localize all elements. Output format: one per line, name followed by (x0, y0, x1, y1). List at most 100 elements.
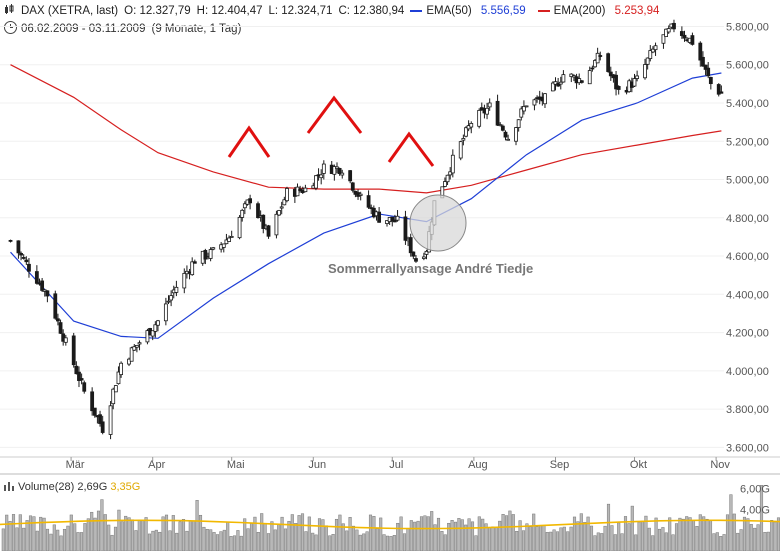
volume-bar (542, 525, 546, 551)
y-tick-label: 3.600,00 (726, 442, 769, 454)
volume-bar (62, 528, 67, 551)
candle-body (643, 64, 647, 79)
volume-bar (73, 523, 77, 551)
volume-axis: 6,00G 4,00G (740, 484, 770, 517)
candle-body (56, 318, 60, 322)
open-value: O: 12.327,79 (124, 5, 191, 17)
candle-body (450, 154, 455, 174)
volume-bar (705, 518, 709, 551)
volume-bar (430, 511, 434, 551)
volume-bar (532, 513, 536, 551)
ema50-swatch (410, 9, 423, 12)
volume-bar (311, 532, 315, 551)
x-tick-label: Mai (227, 459, 245, 471)
candle-body (24, 259, 29, 263)
volume-bar (113, 526, 118, 551)
volume-bar (328, 535, 332, 551)
candle-body (587, 70, 592, 85)
candle-body (227, 237, 231, 242)
volume-bar (141, 520, 145, 551)
volume-bar (691, 520, 696, 551)
candle-body (393, 219, 397, 223)
volume-bar (685, 516, 689, 551)
volume-bar (426, 516, 430, 551)
y-tick-label: 5.400,00 (726, 98, 769, 110)
ema200-legend[interactable]: EMA(200) 5.253,94 (537, 5, 666, 17)
candle-body (132, 346, 137, 351)
candle-body (532, 99, 537, 106)
volume-bar (127, 517, 131, 551)
volume-bar (188, 520, 192, 551)
volume-bar (698, 514, 702, 551)
volume-bar (773, 521, 777, 551)
volume-bar (606, 503, 611, 551)
volume-bar (498, 520, 502, 551)
volume-bar (630, 505, 634, 551)
volume-bar (154, 529, 158, 551)
candle-body (672, 22, 676, 30)
candle-body (145, 330, 150, 343)
volume-bar (450, 520, 454, 551)
ema50-series (10, 72, 722, 339)
volume-bar (494, 526, 498, 551)
volume-bar (770, 520, 774, 551)
volume-bar (664, 532, 668, 551)
candle-body (135, 344, 139, 348)
candle-body (495, 100, 500, 126)
volume-bar (358, 534, 362, 551)
volume-bar (440, 531, 444, 551)
volume-bar (117, 509, 121, 551)
volume-bar (270, 521, 274, 551)
chart-header: DAX (XETRA, last) O: 12.327,79 H: 12.404,4… (4, 4, 671, 18)
candle-body (593, 60, 597, 68)
volume-bar (181, 519, 186, 551)
ema200-label: EMA(200) (553, 5, 606, 17)
y-tick-label: 4.400,00 (726, 289, 769, 301)
candle-body (77, 371, 81, 381)
volume-bar (627, 523, 631, 551)
volume-bar (263, 523, 267, 551)
y-tick-label: 5.800,00 (726, 21, 769, 33)
volume-average-line (0, 519, 780, 530)
volume-bar (736, 532, 740, 551)
candle-body (519, 108, 524, 118)
volume-bar (103, 514, 107, 551)
candle-body (248, 198, 253, 204)
candle-body (698, 42, 703, 61)
volume-bar (66, 525, 70, 551)
ema200-line (10, 64, 722, 194)
x-tick-label: Apr (148, 459, 165, 471)
volume-bar (766, 531, 770, 551)
candle-body (53, 293, 58, 319)
volume-bar (566, 531, 570, 551)
candle-body (716, 84, 721, 95)
volume-bar (202, 526, 206, 551)
volume-bar (521, 530, 526, 551)
volume-bar (382, 534, 386, 551)
candle-body (651, 48, 655, 53)
volume-avg-value: 3,35G (110, 481, 141, 493)
volume-bar (56, 529, 60, 551)
candle-body (166, 300, 171, 303)
candle-body (156, 320, 160, 326)
ema50-legend[interactable]: EMA(50) 5.556,59 (410, 5, 531, 17)
candle-body (414, 258, 418, 262)
volume-bar (528, 526, 532, 551)
volume-bar (596, 532, 600, 551)
volume-bar (236, 530, 240, 551)
volume-bar (49, 533, 53, 551)
candle-body (208, 249, 213, 259)
volume-bar (572, 516, 577, 551)
volume-bar (389, 536, 393, 551)
candle-body (82, 382, 87, 392)
volume-bar (416, 520, 420, 551)
x-tick-label: Jul (389, 459, 403, 471)
volume-bar (759, 485, 764, 551)
candle-body (682, 34, 687, 39)
volume-bar (508, 510, 512, 551)
volume-bar (15, 527, 19, 551)
volume-bar (657, 528, 662, 551)
volume-bar (576, 521, 580, 551)
volume-bar (620, 533, 624, 551)
